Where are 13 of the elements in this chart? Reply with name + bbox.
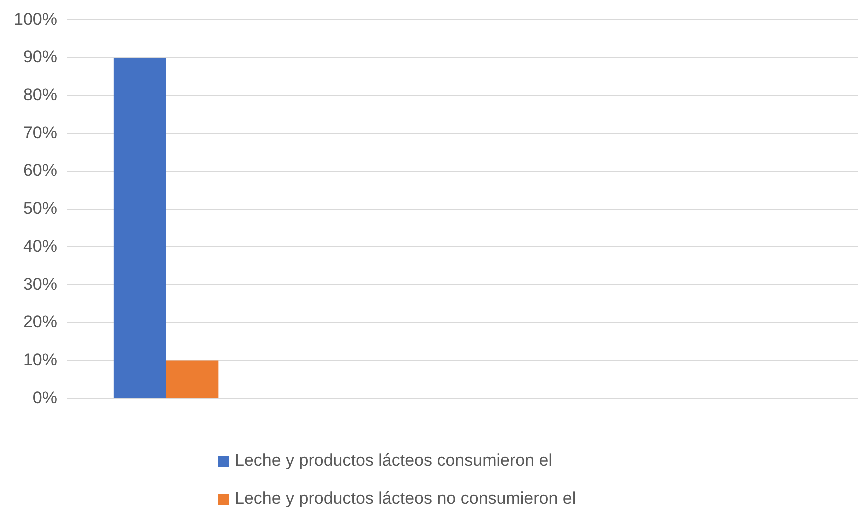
y-tick-label: 60% [23, 161, 58, 180]
y-tick-label: 20% [23, 312, 58, 332]
legend-label: Leche y productos lácteos consumieron el [235, 451, 553, 471]
y-tick-label: 80% [23, 86, 58, 105]
y-tick-label: 100% [14, 10, 58, 29]
legend-label: Leche y productos lácteos no consumieron el [235, 489, 576, 509]
y-tick-label: 90% [23, 48, 58, 67]
y-tick-label: 40% [23, 236, 58, 256]
y-tick-label: 70% [23, 123, 58, 142]
y-tick-label: 50% [23, 199, 58, 218]
y-tick-label: 30% [23, 274, 58, 294]
y-tick-label: 10% [23, 350, 58, 370]
y-tick-label: 0% [32, 388, 58, 408]
